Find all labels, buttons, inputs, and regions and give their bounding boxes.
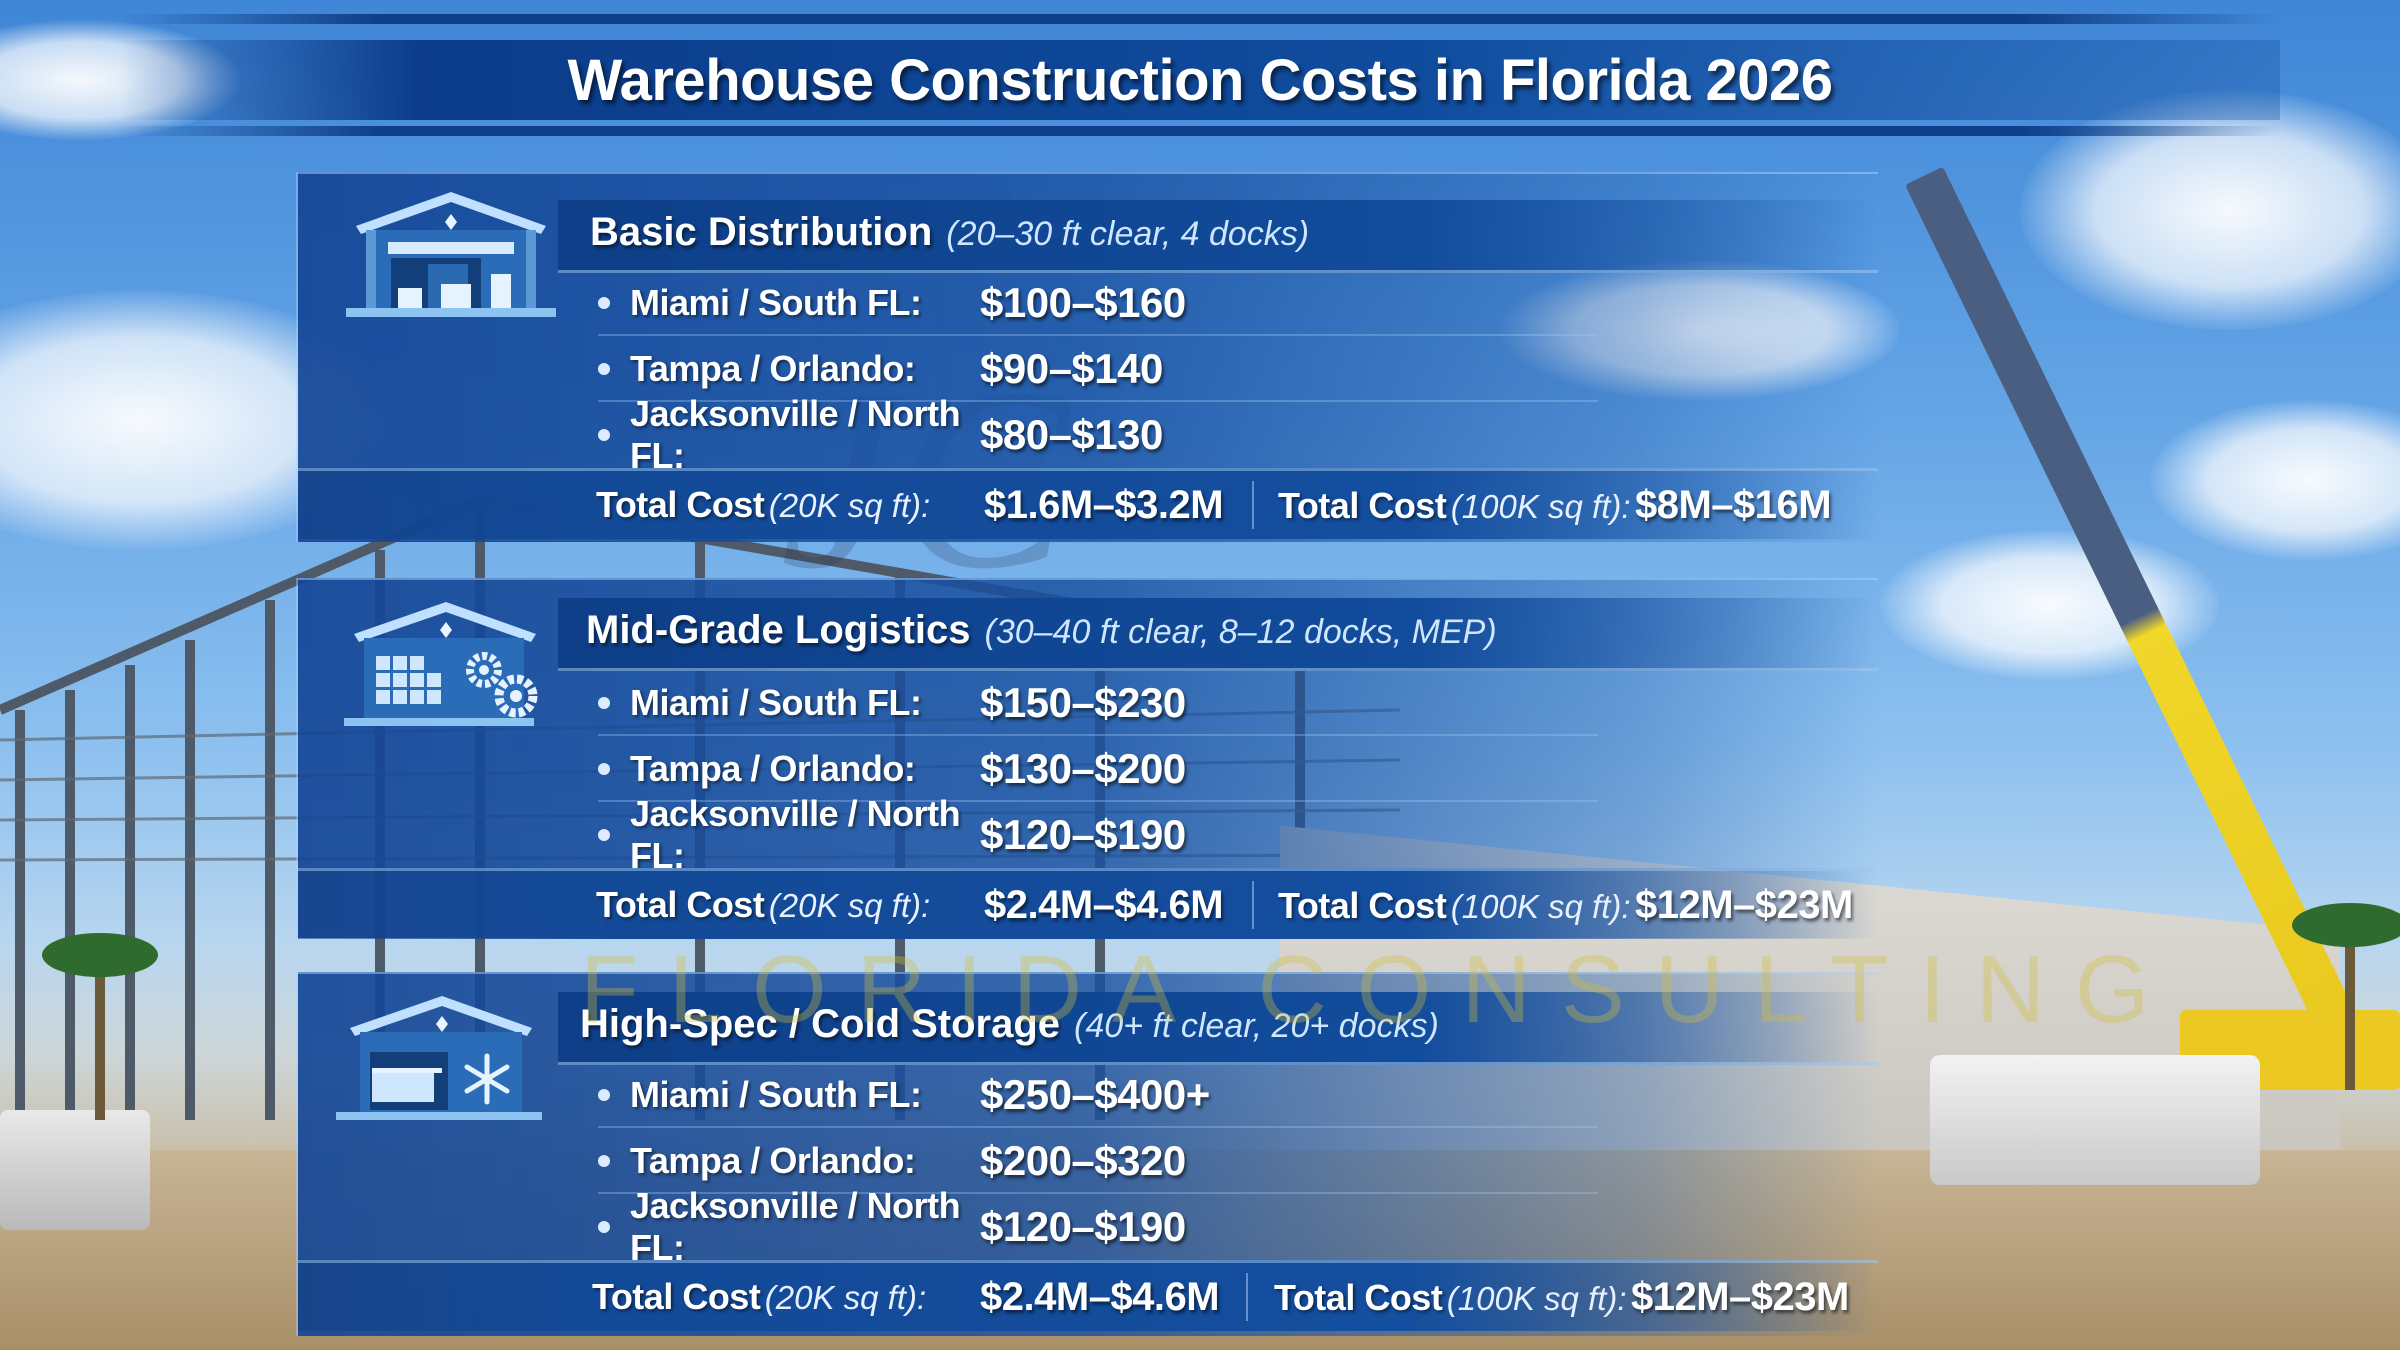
total-20k-amount: $1.6M–$3.2M	[984, 482, 1224, 527]
total-100k-amount: $12M–$23M	[1630, 1274, 1849, 1319]
region-label: Tampa / Orlando:	[630, 348, 916, 389]
warehouse-gears-icon	[336, 600, 566, 740]
price-row: Miami / South FL: $100–$160	[598, 272, 1598, 336]
bullet-icon	[598, 363, 610, 375]
price-row: Jacksonville / North FL: $120–$190	[598, 1185, 1598, 1268]
region-label: Jacksonville / North FL:	[630, 793, 961, 876]
price-range: $250–$400+	[980, 1071, 1210, 1118]
pickup-truck	[0, 1110, 150, 1230]
category-name: High-Spec / Cold Storage	[580, 1002, 1061, 1046]
total-size: (100K sq ft):	[1446, 1279, 1627, 1317]
total-20k-amount: $2.4M–$4.6M	[984, 882, 1224, 927]
total-cost-bar: Total Cost (20K sq ft): $2.4M–$4.6M Tota…	[298, 868, 1878, 939]
total-100k: Total Cost (100K sq ft): $12M–$23M	[1278, 883, 1853, 928]
category-header: Basic Distribution (20–30 ft clear, 4 doc…	[558, 200, 1878, 273]
total-cost-bar: Total Cost (20K sq ft): $2.4M–$4.6M Tota…	[298, 1260, 1878, 1331]
total-20k-amount: $2.4M–$4.6M	[980, 1274, 1220, 1319]
total-size: (100K sq ft):	[1450, 487, 1631, 525]
price-row: Jacksonville / North FL: $120–$190	[598, 793, 1598, 876]
category-spec: (30–40 ft clear, 8–12 docks, MEP)	[984, 613, 1497, 651]
palm-tree	[2292, 903, 2400, 1090]
total-cost-bar: Total Cost (20K sq ft): $1.6M–$3.2M Tota…	[298, 468, 1878, 539]
cloud	[2150, 400, 2400, 560]
region-label: Tampa / Orlando:	[630, 1140, 916, 1181]
category-spec: (20–30 ft clear, 4 docks)	[946, 215, 1310, 253]
bullet-icon	[598, 697, 610, 709]
bullet-icon	[598, 297, 610, 309]
total-label: Total Cost	[592, 1276, 761, 1317]
category-panel-high-spec-cold-storage: High-Spec / Cold Storage (40+ ft clear, 2…	[296, 972, 1878, 1336]
bullet-icon	[598, 1155, 610, 1167]
title-rule-top	[120, 14, 2280, 24]
price-range: $150–$230	[980, 679, 1186, 726]
region-label: Miami / South FL:	[630, 682, 922, 723]
price-range: $100–$160	[980, 279, 1186, 326]
title-banner: Warehouse Construction Costs in Florida …	[120, 14, 2280, 136]
region-label: Jacksonville / North FL:	[630, 1185, 961, 1268]
total-20k-label: Total Cost (20K sq ft):	[596, 884, 930, 926]
total-20k-label: Total Cost (20K sq ft):	[596, 484, 930, 526]
total-20k-label: Total Cost (20K sq ft):	[592, 1276, 926, 1318]
region-label: Tampa / Orlando:	[630, 748, 916, 789]
category-header: High-Spec / Cold Storage (40+ ft clear, 2…	[558, 992, 1878, 1065]
price-range: $130–$200	[980, 745, 1186, 792]
price-row: Tampa / Orlando: $90–$140	[598, 338, 1598, 402]
divider	[1246, 1273, 1248, 1321]
price-row: Jacksonville / North FL: $80–$130	[598, 393, 1598, 476]
price-row: Tampa / Orlando: $200–$320	[598, 1130, 1598, 1194]
total-label: Total Cost	[596, 884, 765, 925]
total-size: (20K sq ft):	[768, 887, 931, 924]
category-panel-basic-distribution: Basic Distribution (20–30 ft clear, 4 doc…	[296, 172, 1878, 542]
total-100k-amount: $12M–$23M	[1634, 882, 1853, 927]
total-100k-amount: $8M–$16M	[1634, 482, 1832, 527]
bullet-icon	[598, 829, 610, 841]
total-label: Total Cost	[596, 484, 765, 525]
semi-truck	[1930, 1055, 2260, 1185]
total-label: Total Cost	[1278, 884, 1447, 926]
total-size: (20K sq ft):	[768, 487, 931, 524]
region-label: Miami / South FL:	[630, 282, 922, 323]
category-name: Mid-Grade Logistics	[586, 608, 971, 652]
total-100k: Total Cost (100K sq ft): $12M–$23M	[1274, 1275, 1849, 1320]
page-title: Warehouse Construction Costs in Florida …	[567, 47, 1833, 113]
warehouse-snowflake-icon	[332, 994, 562, 1134]
palm-tree	[42, 933, 158, 1120]
category-name: Basic Distribution	[590, 210, 933, 254]
price-row: Miami / South FL: $150–$230	[598, 672, 1598, 736]
warehouse-boxes-icon	[336, 184, 566, 324]
bullet-icon	[598, 429, 610, 441]
price-range: $80–$130	[980, 411, 1163, 458]
region-label: Miami / South FL:	[630, 1074, 922, 1115]
divider	[1252, 481, 1254, 529]
bullet-icon	[598, 763, 610, 775]
bullet-icon	[598, 1089, 610, 1101]
total-label: Total Cost	[1274, 1276, 1443, 1318]
bullet-icon	[598, 1221, 610, 1233]
total-size: (100K sq ft):	[1450, 887, 1631, 925]
region-label: Jacksonville / North FL:	[630, 393, 961, 476]
price-row: Tampa / Orlando: $130–$200	[598, 738, 1598, 802]
title-rule-bottom	[120, 126, 2280, 136]
price-range: $200–$320	[980, 1137, 1186, 1184]
category-panel-mid-grade-logistics: Mid-Grade Logistics (30–40 ft clear, 8–12…	[296, 578, 1878, 939]
category-header: Mid-Grade Logistics (30–40 ft clear, 8–12…	[558, 598, 1878, 671]
price-range: $120–$190	[980, 811, 1186, 858]
price-range: $90–$140	[980, 345, 1163, 392]
total-100k: Total Cost (100K sq ft): $8M–$16M	[1278, 482, 1832, 528]
total-size: (20K sq ft):	[764, 1279, 927, 1316]
price-range: $120–$190	[980, 1203, 1186, 1250]
total-label: Total Cost	[1278, 484, 1447, 526]
category-spec: (40+ ft clear, 20+ docks)	[1074, 1007, 1439, 1045]
title-bar	[120, 40, 2280, 120]
divider	[1252, 881, 1254, 929]
price-row: Miami / South FL: $250–$400+	[598, 1064, 1598, 1128]
